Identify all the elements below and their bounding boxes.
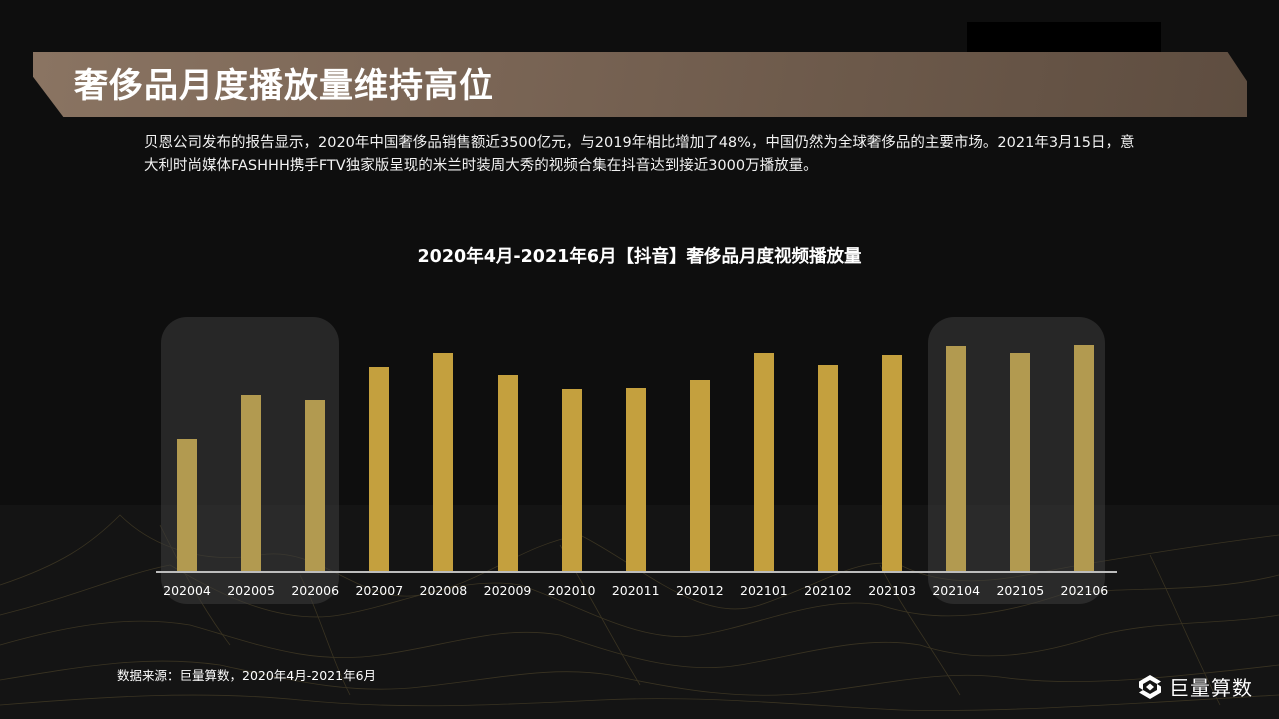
bar-202005	[241, 395, 262, 572]
x-tick-label: 202011	[611, 583, 660, 598]
brand-logo: 巨量算数	[1137, 672, 1253, 701]
bar-202104	[946, 346, 967, 572]
bar-202004	[177, 439, 197, 572]
intro-paragraph: 贝恩公司发布的报告显示，2020年中国奢侈品销售额近3500亿元，与2019年相…	[144, 135, 1135, 174]
x-tick-label: 202102	[804, 583, 852, 598]
bar-202102	[818, 365, 838, 572]
bar-202012	[689, 380, 710, 572]
x-tick-label: 202106	[1060, 583, 1109, 598]
logo-text: 巨量算数	[1169, 676, 1253, 700]
bar-202105	[1010, 353, 1031, 572]
black-rectangle	[967, 22, 1161, 52]
chart-title: 2020年4月-2021年6月【抖音】奢侈品月度视频播放量	[417, 247, 862, 267]
bar-202006	[305, 400, 326, 572]
x-tick-label: 202008	[419, 583, 468, 598]
x-tick-label: 202006	[291, 583, 340, 598]
juliang-suanshu-logo-icon	[1139, 674, 1161, 699]
page-title: 奢侈品月度播放量维持高位	[74, 66, 494, 106]
bar-202009	[497, 375, 518, 572]
x-tick-label: 202104	[932, 583, 981, 598]
x-tick-label: 202005	[227, 583, 275, 598]
bar-202103	[882, 355, 903, 572]
x-tick-label: 202103	[868, 583, 916, 598]
data-source-note: 数据来源：巨量算数，2020年4月-2021年6月	[117, 668, 377, 683]
x-tick-label: 202007	[355, 583, 404, 598]
x-tick-label: 202004	[163, 583, 211, 598]
x-tick-label: 202105	[996, 583, 1045, 598]
bar-202008	[433, 353, 454, 572]
bar-202011	[625, 388, 646, 572]
x-tick-label: 202010	[547, 583, 596, 598]
bar-202007	[369, 367, 390, 572]
x-tick-label: 202101	[740, 583, 788, 598]
x-tick-label: 202012	[675, 583, 724, 598]
title-banner	[33, 52, 1247, 117]
bar-202010	[561, 389, 582, 572]
bar-202101	[753, 353, 774, 572]
bar-202106	[1074, 345, 1095, 572]
x-axis-line	[156, 571, 1117, 573]
x-tick-label: 202009	[483, 583, 532, 598]
